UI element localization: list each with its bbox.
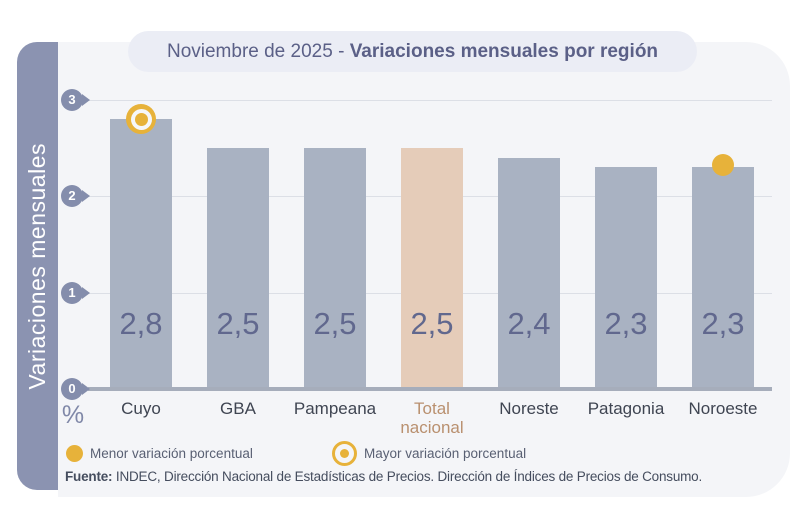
- y-tick-2: 2: [61, 185, 90, 208]
- title-main: Variaciones mensuales por región: [349, 40, 659, 62]
- bar-value-noroeste: 2,3: [701, 306, 745, 341]
- title-date: Noviembre de 2025 -: [166, 40, 350, 62]
- y-axis-unit-label: %: [61, 401, 85, 429]
- legend-label-mayor: Mayor variación porcentual: [364, 445, 527, 461]
- bar-gba: [207, 148, 269, 389]
- source-note: Fuente: INDEC, Dirección Nacional de Est…: [65, 469, 775, 484]
- ring-dot-icon: [332, 440, 357, 466]
- min-variation-marker-icon: [712, 154, 734, 177]
- bar-patagonia: [595, 167, 657, 389]
- bar-value-noreste: 2,4: [507, 306, 551, 341]
- bar-value-patagonia: 2,3: [604, 306, 648, 341]
- bar-value-gba: 2,5: [216, 306, 260, 341]
- y-tick-1: 1: [61, 281, 90, 304]
- source-text: INDEC, Dirección Nacional de Estadística…: [112, 469, 703, 484]
- legend-label-menor: Menor variación porcentual: [90, 445, 253, 461]
- x-label-cuyo: Cuyo: [121, 399, 161, 418]
- x-label-pampeana: Pampeana: [293, 399, 377, 418]
- x-axis-line: [88, 387, 772, 391]
- x-label-noroeste: Noroeste: [688, 399, 758, 418]
- bar-value-pampeana: 2,5: [313, 306, 357, 341]
- y-tick-0: 0: [61, 378, 90, 400]
- gridline-3: [88, 100, 772, 101]
- max-variation-marker-icon: [126, 104, 156, 135]
- x-label-total-nacional: Total nacional: [400, 399, 464, 437]
- chart-title: Noviembre de 2025 - Variaciones mensuale…: [128, 31, 697, 72]
- solid-dot-icon: [66, 444, 83, 462]
- bar-noreste: [498, 157, 560, 389]
- y-axis-title-bar: Variaciones mensuales: [17, 42, 58, 490]
- source-label: Fuente:: [65, 469, 113, 484]
- bar-noroeste: [692, 167, 754, 389]
- x-label-gba: GBA: [220, 399, 256, 418]
- legend-item-mayor: Mayor variación porcentual: [332, 440, 527, 466]
- x-label-noreste: Noreste: [499, 399, 559, 418]
- bar-pampeana: [304, 148, 366, 389]
- legend-item-menor: Menor variación porcentual: [66, 443, 253, 463]
- y-tick-3: 3: [61, 89, 90, 111]
- bar-cuyo: [110, 119, 172, 389]
- bar-value-total-nacional: 2,5: [410, 306, 454, 341]
- bar-total-nacional: [401, 148, 463, 389]
- x-label-patagonia: Patagonia: [587, 399, 665, 418]
- bar-value-cuyo: 2,8: [119, 306, 163, 341]
